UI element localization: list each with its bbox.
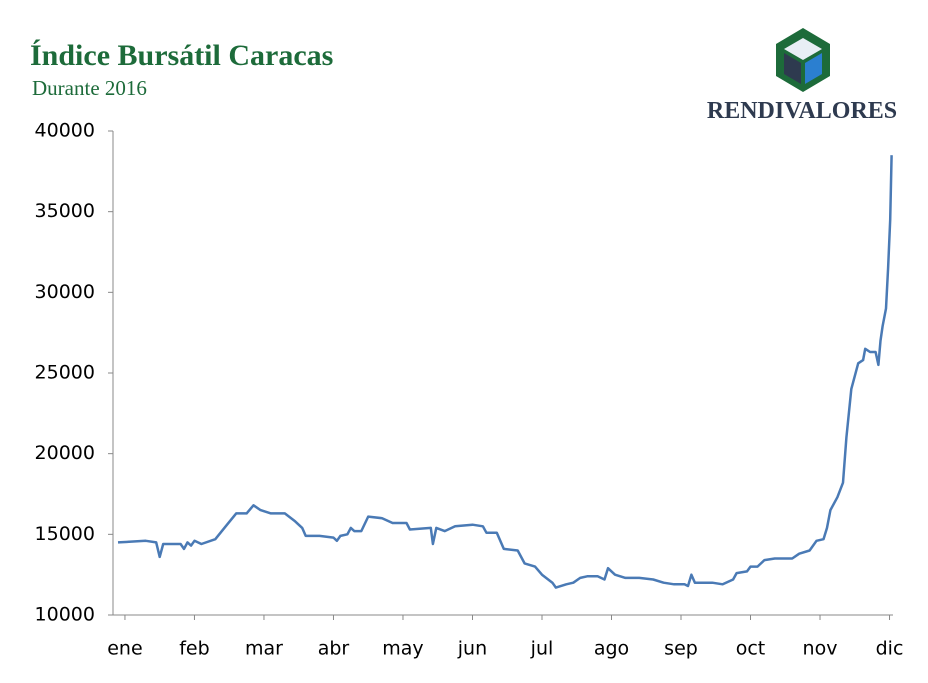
y-tick-label: 25000 — [35, 362, 95, 384]
x-tick-label: oct — [736, 638, 766, 660]
chart-title: Índice Bursátil Caracas — [30, 39, 333, 72]
brand: RENDIVALORES — [707, 98, 897, 124]
data-line — [117, 155, 893, 589]
x-tick-label: dic — [876, 638, 904, 660]
y-tick-label: 15000 — [35, 523, 95, 545]
x-tick-label: nov — [803, 638, 838, 660]
x-tick-label: sep — [664, 638, 698, 660]
y-tick-label: 40000 — [35, 120, 95, 142]
x-tick-label: ene — [107, 638, 142, 660]
x-tick-label: mar — [245, 638, 283, 660]
y-tick-label: 10000 — [35, 604, 95, 626]
x-tick-label: may — [382, 638, 423, 660]
chart-subtitle: Durante 2016 — [32, 76, 147, 100]
x-tick-label: abr — [318, 638, 350, 660]
y-tick-label: 20000 — [35, 442, 95, 464]
x-tick-label: jun — [457, 638, 487, 660]
x-tick-label: feb — [179, 638, 209, 660]
logo-icon — [776, 28, 830, 92]
y-tick-label: 35000 — [35, 200, 95, 222]
y-tick-label: 30000 — [35, 281, 95, 303]
x-tick-label: ago — [594, 638, 629, 660]
x-tick-label: jul — [530, 638, 554, 660]
